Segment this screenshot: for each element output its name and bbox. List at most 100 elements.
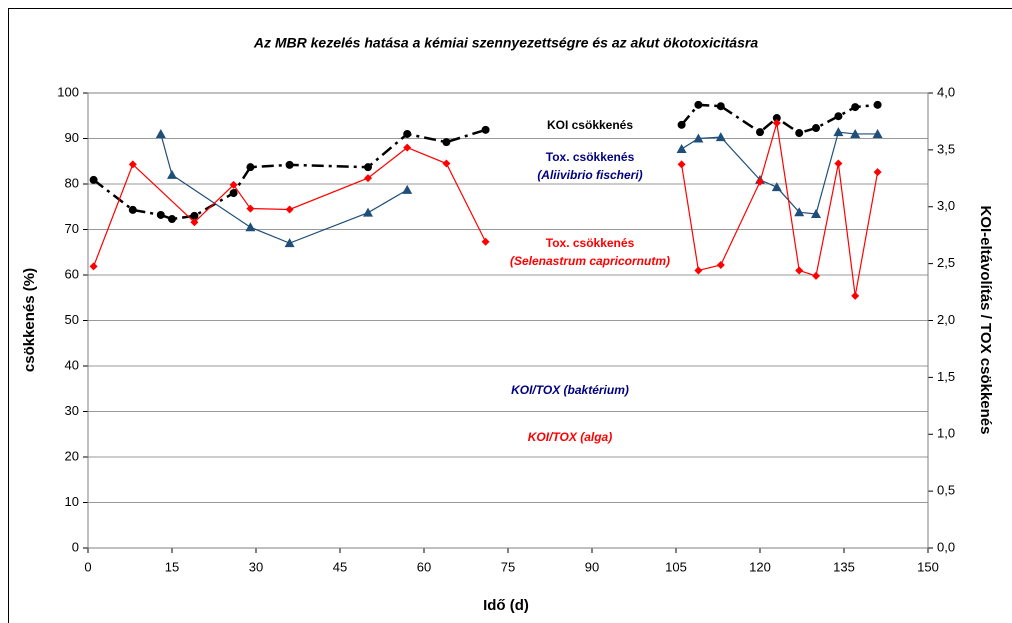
y-tick-label: 100 <box>57 84 79 99</box>
point <box>677 160 686 169</box>
y-tick-label: 90 <box>65 130 79 145</box>
point <box>128 205 137 214</box>
point <box>772 114 781 123</box>
y-tick-label: 20 <box>65 448 79 463</box>
point <box>833 127 844 137</box>
y-tick-label: 0 <box>72 539 79 554</box>
point <box>246 163 255 172</box>
annotation: Tox. csökkenés <box>546 150 635 164</box>
point <box>676 143 687 153</box>
annotation: KOI csökkenés <box>547 118 633 132</box>
y2-tick-label: 0,5 <box>937 483 955 498</box>
x-tick-label: 75 <box>501 559 515 574</box>
series-line <box>160 131 878 244</box>
point <box>442 138 451 147</box>
y2-tick-label: 3,0 <box>937 198 955 213</box>
point <box>402 184 413 194</box>
x-tick-label: 120 <box>749 559 771 574</box>
point <box>851 291 860 300</box>
point <box>795 266 804 275</box>
point <box>229 180 238 189</box>
point <box>715 132 726 142</box>
point <box>873 168 882 177</box>
point <box>167 169 177 179</box>
y-tick-label: 80 <box>65 175 79 190</box>
plot-area <box>87 92 929 549</box>
point <box>285 160 294 169</box>
x-tick-label: 105 <box>665 559 687 574</box>
y2-tick-label: 3,5 <box>937 141 955 156</box>
y2-tick-label: 1,0 <box>937 426 955 441</box>
y-tick-label: 40 <box>65 357 79 372</box>
point <box>812 271 820 280</box>
point <box>89 175 98 184</box>
series-line <box>93 122 879 297</box>
annotation: KOI/TOX (baktérium) <box>511 383 629 397</box>
y2-tick-label: 4,0 <box>937 84 955 99</box>
y-tick-label: 50 <box>65 312 79 327</box>
point <box>284 238 295 248</box>
annotation: KOI/TOX (alga) <box>528 430 612 444</box>
point <box>403 143 412 152</box>
point <box>872 128 883 138</box>
point <box>363 207 373 217</box>
point <box>851 103 860 112</box>
point <box>364 174 372 183</box>
x-tick-label: 0 <box>84 559 91 574</box>
point <box>481 237 490 246</box>
y-tick-label: 30 <box>65 403 79 418</box>
y-tick-label: 10 <box>65 494 79 509</box>
point <box>771 182 782 192</box>
y2-axis-label: KOI-eltávolítás / TOX csökkenés <box>977 206 994 435</box>
annotation: (Aliivibrio fischeri) <box>537 168 642 182</box>
point <box>677 120 686 129</box>
point <box>794 207 805 217</box>
y2-tick-label: 2,0 <box>937 312 955 327</box>
x-tick-label: 45 <box>333 559 347 574</box>
point <box>246 204 255 213</box>
y2-tick-label: 0,0 <box>937 539 955 554</box>
point <box>873 100 882 109</box>
y-tick-label: 70 <box>65 221 79 236</box>
x-tick-label: 150 <box>917 559 939 574</box>
annotation: (Selenastrum capricornutm) <box>510 254 670 268</box>
series-line <box>92 103 878 221</box>
point <box>190 211 199 220</box>
point <box>190 218 199 227</box>
point <box>693 133 704 143</box>
point <box>403 129 412 138</box>
point <box>834 112 843 121</box>
y2-tick-label: 1,5 <box>937 369 955 384</box>
point <box>694 266 703 275</box>
point <box>811 209 821 219</box>
point <box>812 124 820 133</box>
y-tick-label: 60 <box>65 266 79 281</box>
point <box>285 205 294 214</box>
point <box>772 119 781 128</box>
point <box>834 159 843 168</box>
x-tick-label: 15 <box>165 559 179 574</box>
point <box>229 189 238 198</box>
chart-title: Az MBR kezelés hatása a kémiai szennyeze… <box>253 35 758 51</box>
point <box>245 222 256 232</box>
x-tick-label: 60 <box>417 559 431 574</box>
point <box>716 260 725 269</box>
point <box>155 128 166 138</box>
x-tick-label: 135 <box>833 559 855 574</box>
y-axis-label: csökkenés (%) <box>21 268 38 372</box>
point <box>694 100 703 109</box>
point <box>89 262 98 271</box>
point <box>442 159 451 168</box>
y2-tick-label: 2,5 <box>937 255 955 270</box>
point <box>850 128 861 138</box>
point <box>716 102 725 111</box>
x-axis-label: Idő (d) <box>483 597 529 614</box>
point <box>756 128 764 137</box>
frame <box>8 8 1012 623</box>
point <box>364 163 372 172</box>
point <box>481 125 490 134</box>
point <box>795 129 804 138</box>
point <box>156 210 165 219</box>
point <box>168 215 176 224</box>
